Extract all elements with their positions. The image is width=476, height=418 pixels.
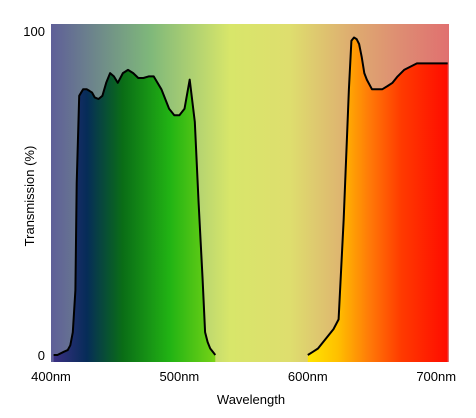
spectrum-veil [51, 24, 449, 362]
series-line-segment [307, 36, 448, 356]
x-tick-label: 700nm [416, 369, 456, 384]
x-axis-label: Wavelength [217, 392, 285, 407]
series-layer [53, 36, 448, 356]
tick-layer: 400nm 500nm 600nm 700nm 0 100 [23, 24, 456, 384]
x-tick-label: 400nm [31, 369, 71, 384]
y-tick-label: 100 [23, 24, 45, 39]
x-tick-label: 500nm [160, 369, 200, 384]
series-line-segment [53, 68, 217, 356]
y-tick-label: 0 [38, 348, 45, 363]
y-axis-label: Transmission (%) [22, 146, 37, 247]
x-tick-label: 600nm [288, 369, 328, 384]
